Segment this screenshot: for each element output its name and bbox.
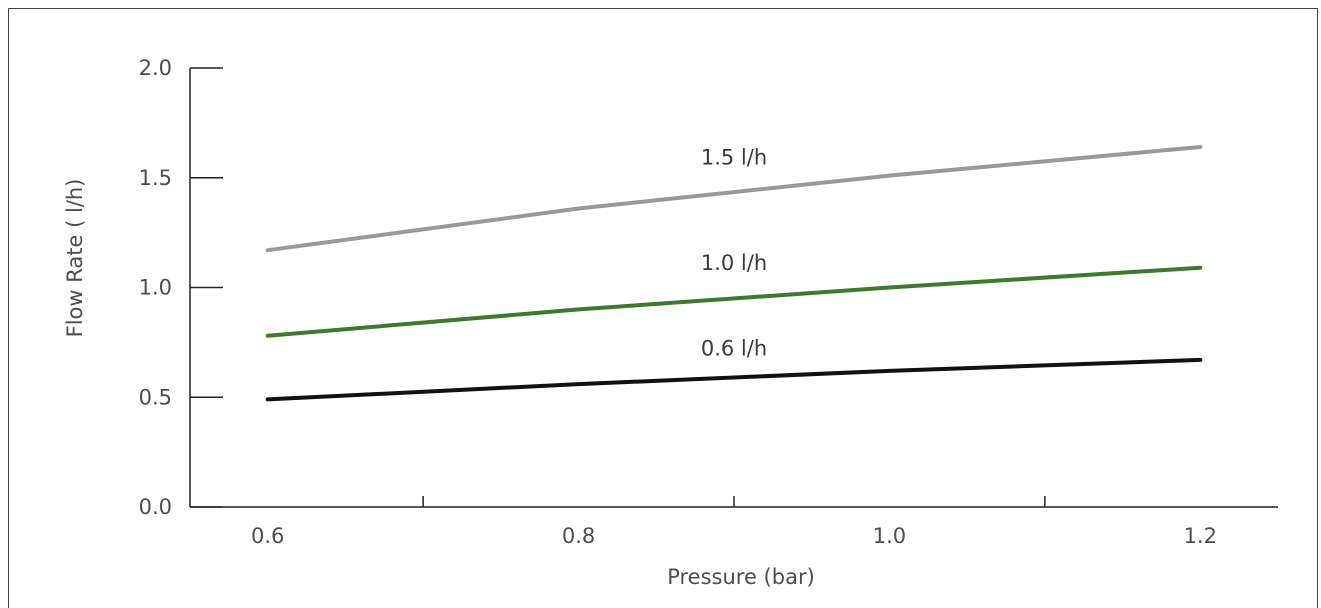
y-axis-title: Flow Rate ( l/h) [63, 179, 87, 338]
x-axis-title: Pressure (bar) [667, 565, 815, 589]
chart-frame [8, 8, 1318, 608]
x-tick-label: 0.8 [562, 524, 595, 548]
y-tick-label: 1.5 [139, 166, 172, 190]
series-line-1 [265, 145, 1203, 253]
series-label: 0.6 l/h [701, 337, 767, 361]
y-tick-label: 0.0 [139, 495, 172, 519]
series-line-2 [265, 265, 1203, 338]
x-tick-label: 1.0 [873, 524, 906, 548]
series-label: 1.5 l/h [701, 146, 767, 170]
annotation-layer: 1.5 l/h 1.0 l/h 0.6 l/h [701, 146, 767, 361]
y-tick-label: 2.0 [139, 56, 172, 80]
x-tick-label: 0.6 [251, 524, 284, 548]
series-label: 1.0 l/h [701, 251, 767, 275]
series-layer [265, 145, 1203, 402]
x-axis: 0.6 0.8 1.0 1.2 [190, 496, 1278, 548]
x-tick-label: 1.2 [1184, 524, 1217, 548]
y-tick-label: 0.5 [139, 385, 172, 409]
series-line-3 [265, 357, 1203, 402]
y-axis: 0.0 0.5 1.0 1.5 2.0 [139, 56, 223, 519]
y-tick-label: 1.0 [139, 276, 172, 300]
